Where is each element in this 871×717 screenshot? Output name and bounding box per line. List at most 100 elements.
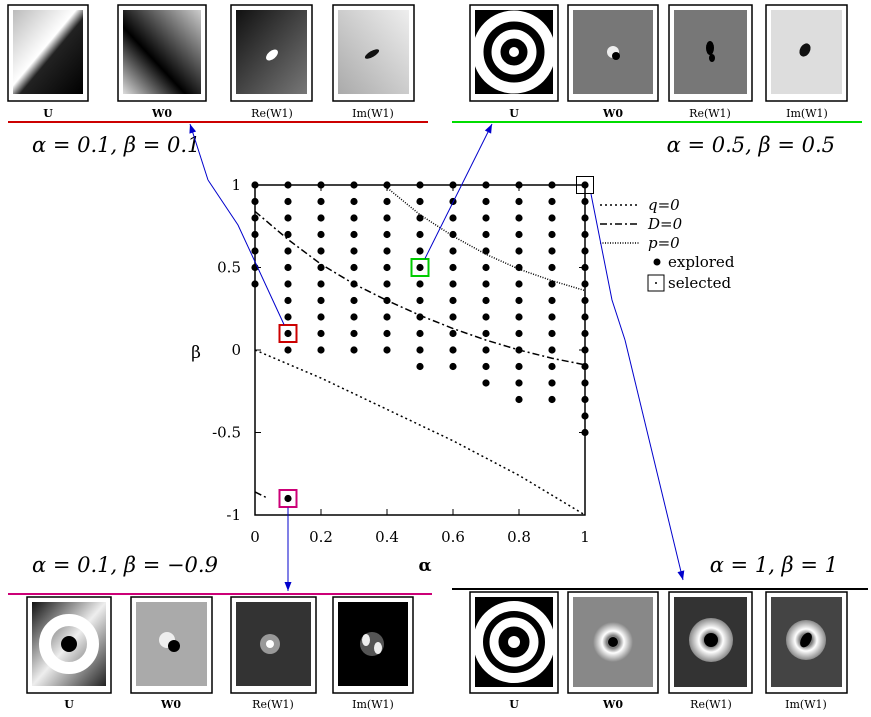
explored-point: [383, 296, 391, 305]
y-tick-label: 1: [231, 176, 241, 194]
explored-point: [284, 230, 292, 239]
legend-d-label: D=0: [647, 215, 683, 233]
explored-point: [284, 197, 292, 206]
explored-point: [548, 280, 556, 288]
phase-diagram: 0 0.2 0.4 0.6 0.8 1 1 0.5 0 -0.5 -1 α β q=0 D=0 p=…: [191, 176, 735, 576]
legend-p-label: p=0: [648, 234, 680, 252]
explored-point: [482, 280, 490, 288]
explored-point: [581, 280, 589, 288]
explored-point: [515, 379, 523, 387]
legend-explored-label: explored: [668, 253, 735, 271]
explored-point: [284, 329, 292, 338]
explored-point: [515, 230, 523, 239]
panel-top-left: U W0 Re(W1) Im(W1) α = 0.1, β = 0.1: [7, 4, 428, 157]
selected-marker: [410, 258, 430, 277]
explored-point: [383, 214, 391, 222]
connector-arrows: [189, 123, 685, 591]
explored-point: [482, 263, 490, 272]
thumb-br-rew1: [668, 591, 753, 694]
explored-point: [284, 214, 292, 222]
thumb-bl-w0: [130, 596, 213, 694]
explored-point: [482, 329, 490, 338]
explored-point: [416, 197, 424, 206]
explored-point: [482, 247, 490, 255]
explored-point: [581, 181, 589, 189]
thumb-tr-imw1: [765, 4, 848, 102]
explored-point: [416, 247, 424, 255]
thumb-br-imw1: [765, 591, 848, 694]
explored-point: [581, 313, 589, 321]
explored-point: [350, 296, 358, 305]
explored-point: [284, 346, 292, 354]
thumb-br-w0: [567, 591, 659, 694]
explored-point: [383, 280, 391, 288]
caption-tl-rew1: Re(W1): [251, 107, 293, 120]
x-tick-label: 0.6: [441, 528, 465, 546]
explored-point: [317, 230, 325, 239]
explored-point: [350, 280, 358, 288]
explored-point: [251, 230, 259, 239]
explored-point: [548, 247, 556, 255]
connector-top-left: [207, 179, 285, 325]
x-tick-label: 0.4: [375, 528, 399, 546]
explored-point: [548, 329, 556, 338]
explored-point: [350, 263, 358, 272]
explored-point: [548, 296, 556, 305]
explored-point: [449, 247, 457, 255]
explored-point: [548, 181, 556, 189]
thumb-tl-u: [7, 4, 89, 102]
selected-marker: [278, 489, 298, 508]
explored-point: [383, 181, 391, 189]
explored-point: [482, 230, 490, 239]
legend-selected-swatch: [647, 274, 665, 292]
explored-point: [515, 247, 523, 255]
explored-point: [581, 362, 589, 371]
explored-point: [515, 197, 523, 206]
explored-point: [317, 313, 325, 321]
thumb-tr-rew1: [668, 4, 753, 102]
explored-point: [449, 346, 457, 354]
explored-point: [284, 247, 292, 255]
explored-point: [581, 247, 589, 255]
explored-point: [416, 329, 424, 338]
explored-point: [449, 296, 457, 305]
axis-ticks: 0 0.2 0.4 0.6 0.8 1 1 0.5 0 -0.5 -1: [212, 176, 590, 546]
explored-point: [317, 329, 325, 338]
caption-bl-rew1: Re(W1): [252, 698, 294, 711]
explored-point: [581, 263, 589, 272]
explored-point: [515, 214, 523, 222]
explored-point: [515, 181, 523, 189]
explored-point: [548, 214, 556, 222]
connector-top-right-head: [484, 124, 492, 134]
connector-bottom-left-head: [284, 582, 292, 591]
legend-q-label: q=0: [648, 196, 680, 214]
caption-tl-u: U: [43, 107, 53, 120]
explored-point: [482, 181, 490, 189]
explored-point: [515, 395, 523, 404]
explored-point: [284, 494, 292, 503]
explored-point: [284, 181, 292, 189]
explored-point: [350, 197, 358, 206]
thumb-bl-u: [26, 596, 112, 694]
caption-tr-imw1: Im(W1): [786, 107, 828, 120]
explored-point: [515, 296, 523, 305]
explored-point: [482, 197, 490, 206]
legend-explored-swatch: [653, 258, 661, 266]
explored-point: [416, 280, 424, 288]
thumb-tl-imw1: [332, 4, 415, 102]
y-tick-label: -1: [226, 506, 241, 524]
connector-top-left-tip-head: [189, 124, 197, 134]
explored-point: [515, 346, 523, 354]
explored-point: [581, 379, 589, 387]
explored-point: [317, 197, 325, 206]
caption-tl-w0: W0: [151, 107, 172, 120]
explored-point: [515, 263, 523, 272]
thumb-br-u: [469, 591, 559, 694]
explored-point: [317, 214, 325, 222]
explored-point: [515, 280, 523, 288]
explored-point: [581, 296, 589, 305]
explored-point: [581, 197, 589, 206]
explored-point: [449, 230, 457, 239]
explored-point: [548, 379, 556, 387]
selected-marker: [576, 176, 594, 194]
